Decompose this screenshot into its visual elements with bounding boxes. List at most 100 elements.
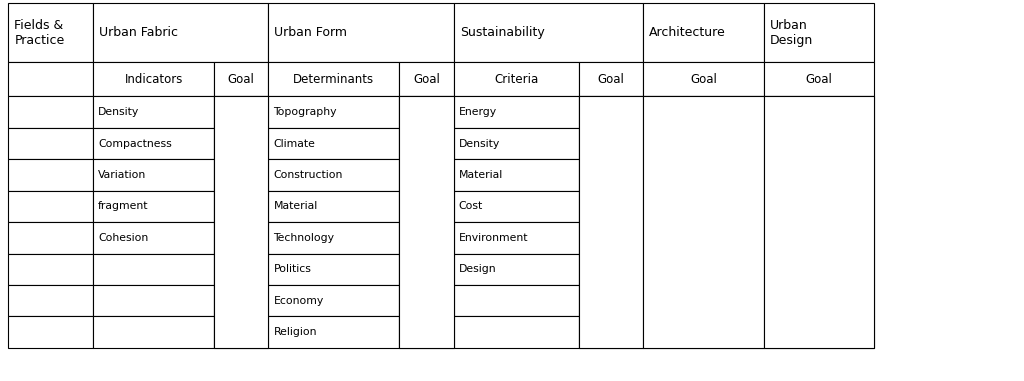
Bar (643, 62, 764, 96)
Bar (454, 96, 579, 128)
Text: Sustainability: Sustainability (460, 26, 545, 39)
Bar (399, 317, 454, 348)
Bar (93, 222, 214, 254)
Text: Climate: Climate (273, 139, 315, 149)
Bar (579, 159, 643, 191)
Text: Human: Human (618, 241, 629, 280)
Bar (579, 285, 643, 317)
Bar (93, 3, 268, 62)
Bar (454, 62, 579, 96)
Bar (8, 3, 93, 62)
Text: Cost: Cost (459, 202, 483, 211)
Bar (399, 128, 454, 159)
Text: Topography: Topography (273, 107, 337, 117)
Bar (764, 254, 874, 285)
Text: Fields &
Practice: Fields & Practice (14, 19, 65, 46)
Text: Human behavior: Human behavior (237, 177, 246, 267)
Bar (643, 159, 764, 191)
Bar (268, 254, 399, 285)
Bar (764, 159, 874, 191)
Text: Indicators: Indicators (124, 73, 183, 86)
Bar (764, 128, 874, 159)
Bar (268, 285, 399, 317)
Text: Energy: Energy (459, 107, 497, 117)
Bar (399, 254, 454, 285)
Bar (399, 159, 454, 191)
Bar (454, 128, 579, 159)
Bar (454, 3, 643, 62)
Text: Density: Density (98, 107, 139, 117)
Bar (454, 191, 579, 222)
Bar (764, 285, 874, 317)
Bar (268, 96, 399, 128)
Text: Material: Material (273, 202, 317, 211)
Bar (214, 191, 268, 222)
Text: Goal: Goal (227, 73, 255, 86)
Text: fragment: fragment (98, 202, 148, 211)
Bar (268, 159, 399, 191)
Text: Technology: Technology (273, 233, 335, 243)
Text: Human: Human (434, 227, 444, 266)
Text: User: User (826, 248, 837, 273)
Bar (454, 159, 579, 191)
Bar (214, 62, 268, 96)
Bar (764, 62, 874, 96)
Bar (8, 128, 93, 159)
Bar (579, 222, 643, 254)
Bar (8, 285, 93, 317)
Text: Variation: Variation (98, 170, 146, 180)
Bar (399, 62, 454, 96)
Bar (643, 317, 764, 348)
Bar (268, 222, 399, 254)
Bar (764, 222, 874, 254)
Text: Determinants: Determinants (293, 73, 375, 86)
Bar (93, 159, 214, 191)
Bar (454, 285, 579, 317)
Text: Urban Form: Urban Form (274, 26, 347, 39)
Bar (8, 317, 93, 348)
Bar (643, 191, 764, 222)
Text: Comfort: Comfort (802, 200, 812, 244)
Bar (93, 62, 214, 96)
Bar (8, 62, 93, 96)
Text: Environment: Environment (459, 233, 528, 243)
Bar (454, 317, 579, 348)
Text: Global resources & Human: Global resources & Human (618, 149, 629, 295)
Text: Goal: Goal (413, 73, 440, 86)
Bar (268, 317, 399, 348)
Bar (399, 191, 454, 222)
Bar (764, 317, 874, 348)
Bar (93, 317, 214, 348)
Bar (8, 254, 93, 285)
Text: Density: Density (459, 139, 500, 149)
Bar (93, 128, 214, 159)
Bar (643, 96, 764, 348)
Bar (8, 191, 93, 222)
Text: Goal: Goal (690, 73, 717, 86)
Text: Politics: Politics (273, 264, 311, 274)
Text: Criteria: Criteria (494, 73, 539, 86)
Bar (8, 222, 93, 254)
Bar (579, 317, 643, 348)
Bar (399, 222, 454, 254)
Bar (643, 128, 764, 159)
Bar (8, 96, 93, 128)
Bar (93, 191, 214, 222)
Bar (268, 191, 399, 222)
Text: Goal: Goal (597, 73, 625, 86)
Bar (643, 222, 764, 254)
Bar (579, 62, 643, 96)
Bar (579, 191, 643, 222)
Bar (454, 254, 579, 285)
Text: Development Form & User: Development Form & User (826, 150, 837, 295)
Bar (214, 96, 268, 348)
Bar (93, 254, 214, 285)
Bar (764, 3, 874, 62)
Bar (93, 285, 214, 317)
Bar (214, 96, 268, 128)
Text: comfort: comfort (593, 201, 603, 243)
Bar (764, 96, 874, 128)
Bar (268, 3, 454, 62)
Text: Building Form & Occupant's: Building Form & Occupant's (711, 146, 721, 298)
Bar (579, 128, 643, 159)
